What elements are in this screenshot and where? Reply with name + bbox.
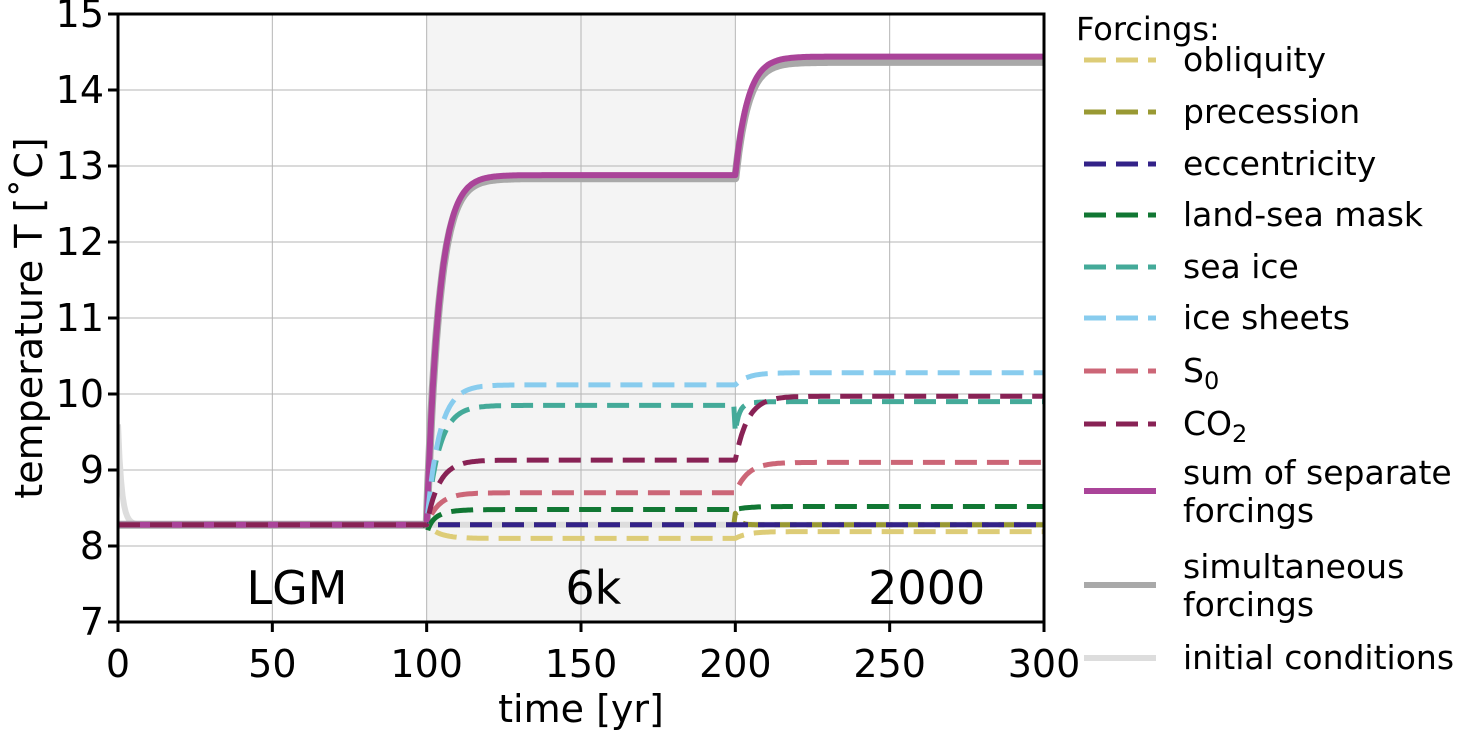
series-line-land-sea-mask (118, 504, 1044, 537)
legend-label-land-sea-mask: land-sea mask (1183, 195, 1424, 234)
x-tick-label: 50 (248, 642, 296, 686)
legend-title: Forcings: (1076, 10, 1220, 48)
period-label-6k: 6k (565, 561, 621, 615)
y-tick-label: 11 (56, 296, 104, 340)
period-label-2000: 2000 (868, 561, 985, 615)
x-tick-label: 300 (1008, 642, 1081, 686)
legend-label-co2: CO2 (1183, 404, 1247, 448)
legend-label-precession: precession (1183, 92, 1360, 131)
legend-label-obliquity: obliquity (1183, 40, 1326, 79)
legend-label-initial-conditions: initial conditions (1183, 638, 1454, 677)
series-line-ice-sheets (118, 370, 1044, 528)
x-tick-label: 150 (545, 642, 618, 686)
series-layer (118, 53, 1044, 541)
series-line-obliquity (118, 522, 1044, 541)
legend-label-ice-sheets: ice sheets (1183, 298, 1350, 337)
x-tick-label: 200 (699, 642, 772, 686)
period-label-lgm: LGM (247, 561, 348, 615)
y-tick-label: 10 (56, 372, 104, 416)
y-tick-label: 7 (80, 600, 104, 644)
legend-label-simultaneous-forcings: simultaneous forcings (1183, 547, 1404, 624)
y-tick-label: 12 (56, 220, 104, 264)
series-line-sea-ice (118, 399, 1044, 528)
y-tick-label: 13 (56, 144, 104, 188)
legend-label-eccentricity: eccentricity (1183, 144, 1376, 183)
series-line-sum-of-separate-forcings (118, 53, 1044, 528)
x-tick-label: 100 (390, 642, 463, 686)
legend: obliquity precession eccentricity land-sea … (1084, 40, 1454, 677)
y-tick-label: 8 (80, 524, 104, 568)
legend-label-s0: S0 (1183, 351, 1219, 395)
x-tick-label: 0 (106, 642, 130, 686)
x-axis-label: time [yr] (498, 687, 664, 731)
period-labels: LGM 6k 2000 (247, 561, 986, 615)
y-axis-label: temperature T [˚C] (7, 137, 51, 498)
legend-label-sea-ice: sea ice (1183, 247, 1299, 286)
legend-label-sum-of-separate-forcings: sum of separate forcings (1183, 453, 1452, 530)
series-line-co2 (118, 393, 1044, 528)
y-tick-label: 9 (80, 448, 104, 492)
y-tick-label: 14 (56, 68, 104, 112)
x-tick-label: 250 (853, 642, 926, 686)
y-tick-label: 15 (56, 0, 104, 36)
axis-ticks: 0 50 100 150 200 250 300 7 8 9 10 11 12 13 14 15 (56, 0, 1081, 686)
